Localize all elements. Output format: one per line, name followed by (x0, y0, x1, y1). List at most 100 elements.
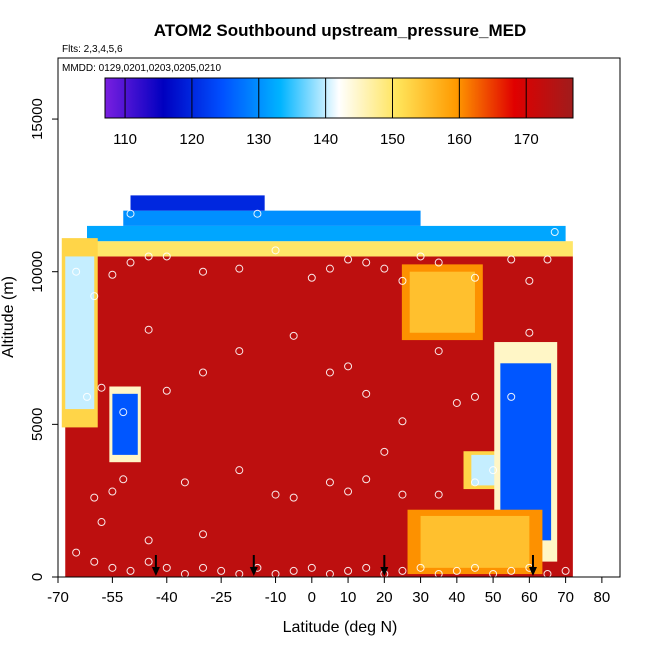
x-tick-label: -70 (47, 589, 69, 606)
flight-arrows-layer (151, 555, 537, 576)
sample-point (550, 228, 559, 237)
sample-point (307, 563, 316, 572)
sample-point (307, 273, 316, 282)
flight-arrow (151, 555, 160, 576)
flights-label: Flts: 2,3,4,5,6 (62, 44, 123, 55)
colorbar-bar (104, 77, 574, 119)
sample-point (271, 246, 280, 255)
sample-point (217, 566, 226, 575)
sample-point (235, 466, 244, 475)
sample-point (507, 566, 516, 575)
heatmap-profile-core (65, 256, 95, 410)
x-tick-label: -40 (156, 589, 178, 606)
colorbar-tick-label: 160 (447, 131, 472, 148)
x-tick-label: -25 (210, 589, 232, 606)
heatmap-profile-core (112, 393, 138, 455)
sample-point (325, 264, 334, 273)
sample-point (325, 478, 334, 487)
sample-point (199, 368, 208, 377)
sample-point (362, 258, 371, 267)
flight-arrow-head (380, 567, 389, 576)
sample-point (380, 264, 389, 273)
sample-point (180, 478, 189, 487)
x-tick-label: 40 (448, 589, 465, 606)
sample-point (470, 392, 479, 401)
sample-point (344, 255, 353, 264)
colorbar-tick-label: 110 (113, 131, 137, 148)
sample-point (398, 417, 407, 426)
sample-point (289, 493, 298, 502)
y-axis-label: Altitude (m) (0, 276, 17, 358)
x-tick-label: 10 (340, 589, 357, 606)
sample-point (470, 478, 479, 487)
sample-point (344, 566, 353, 575)
sample-point (108, 270, 117, 279)
flight-arrow-head (249, 567, 258, 576)
sample-point (434, 490, 443, 499)
sample-point (72, 267, 81, 276)
sample-point (199, 530, 208, 539)
flight-arrow (249, 555, 258, 576)
heatmap-top-band (87, 225, 566, 242)
x-axis-label: Latitude (deg N) (283, 619, 398, 636)
chart-title: ATOM2 Southbound upstream_pressure_MED (154, 21, 526, 40)
sample-point (452, 566, 461, 575)
colorbar-tick-label: 140 (313, 131, 338, 148)
sample-point (507, 255, 516, 264)
sample-point (362, 475, 371, 484)
x-tick-label: 60 (521, 589, 538, 606)
sample-point (199, 563, 208, 572)
x-tick-label: -10 (265, 589, 287, 606)
sample-point (144, 325, 153, 334)
sample-point (126, 209, 135, 218)
x-tick-label: -55 (102, 589, 124, 606)
heatmap-top-band (123, 210, 421, 226)
sample-point (416, 252, 425, 261)
plot-frame (57, 57, 621, 578)
sample-point (416, 563, 425, 572)
sample-point (108, 200, 117, 209)
sample-point (97, 518, 106, 527)
colorbar-tick-label: 150 (380, 131, 405, 148)
flight-arrow-head (528, 567, 537, 576)
y-tick-label: 10000 (29, 251, 46, 293)
flight-arrow (380, 555, 389, 576)
colorbar-tick-label: 120 (179, 131, 204, 148)
sample-point (380, 447, 389, 456)
flight-arrow-head (151, 567, 160, 576)
sample-point (489, 466, 498, 475)
x-tick-label: 50 (485, 589, 502, 606)
sample-point (289, 566, 298, 575)
x-tick-label: 20 (376, 589, 393, 606)
sample-point (398, 490, 407, 499)
sample-point (72, 548, 81, 557)
sample-point (144, 557, 153, 566)
sample-point (344, 487, 353, 496)
sample-point (108, 487, 117, 496)
heatmap-profile-core (420, 515, 530, 568)
sample-point (90, 292, 99, 301)
heatmap-profile-core (409, 271, 475, 333)
dates-label: MMDD: 0129,0201,0203,0205,0210 (62, 63, 221, 74)
sample-point (97, 383, 106, 392)
sample-point (162, 252, 171, 261)
colorbar-tick-label: 130 (246, 131, 271, 148)
sample-point (434, 258, 443, 267)
sample-point (119, 475, 128, 484)
sample-point (90, 493, 99, 502)
sample-point (162, 386, 171, 395)
y-tick-label: 5000 (29, 408, 46, 441)
sample-point (126, 258, 135, 267)
x-tick-label: 80 (594, 589, 611, 606)
sample-point (235, 347, 244, 356)
colorbar-tick-label: 170 (514, 131, 539, 148)
sample-point (126, 566, 135, 575)
sample-point (119, 408, 128, 417)
x-axis: -70 -55 -40 -25 -10 0 10 20 30 40 50 60 70 80 (47, 577, 610, 606)
heatmap-top-band (72, 241, 573, 257)
sample-point (398, 566, 407, 575)
y-tick-label: 0 (29, 573, 46, 581)
sample-point (325, 368, 334, 377)
